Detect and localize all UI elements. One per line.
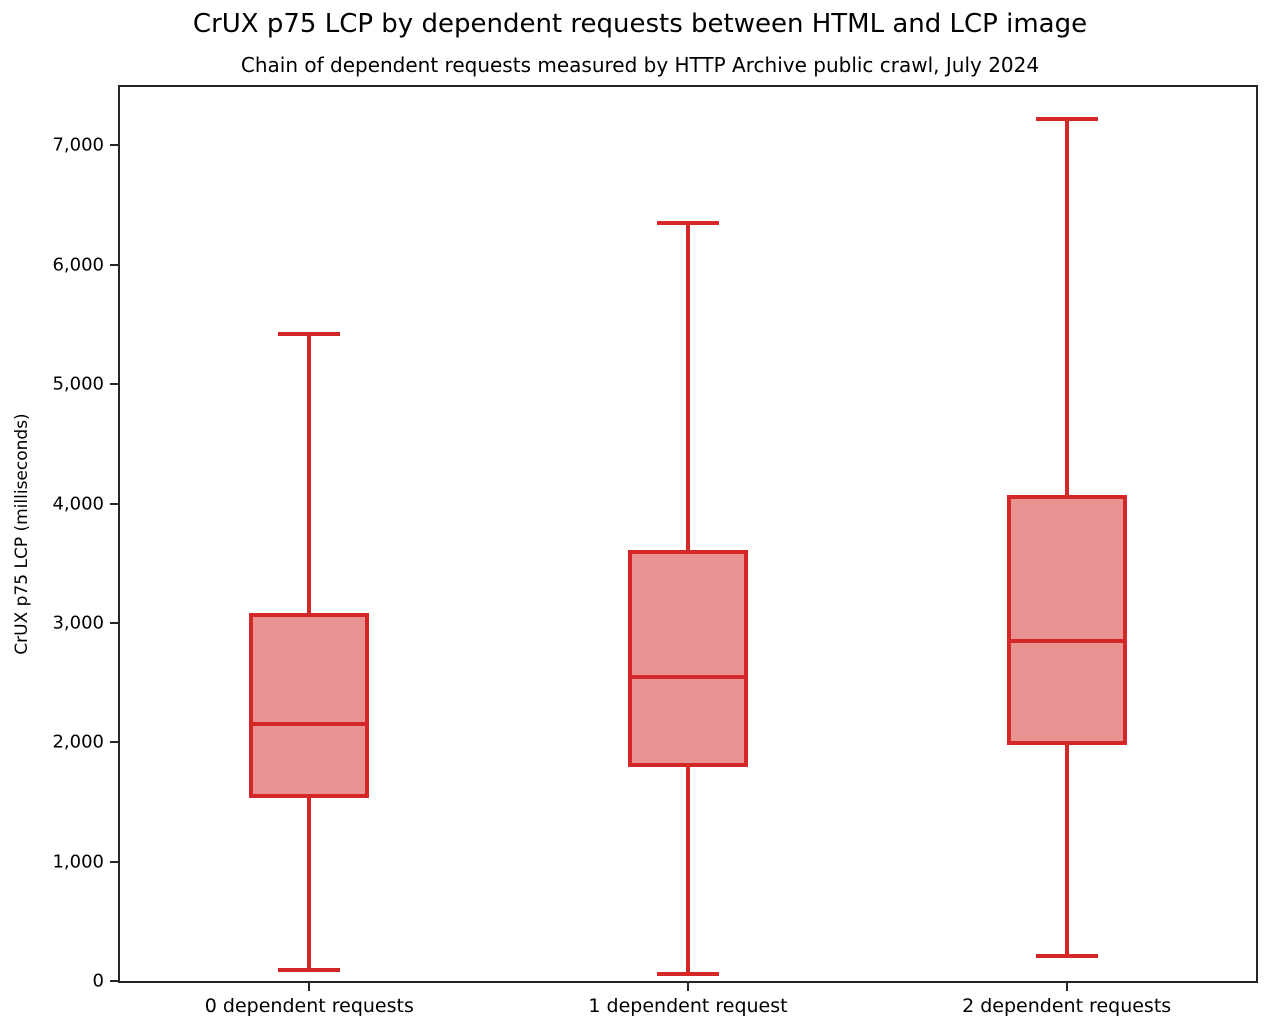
y-tick-mark [110, 502, 118, 505]
whisker-upper-cap [657, 221, 719, 226]
y-tick-mark [110, 741, 118, 744]
iqr-box [249, 613, 370, 799]
y-tick-label: 2,000 [52, 731, 104, 753]
x-tick-mark [1065, 983, 1068, 991]
whisker-lower-line [686, 767, 690, 974]
whisker-lower-cap [1035, 953, 1098, 958]
median-line [1006, 638, 1127, 643]
chart-title: CrUX p75 LCP by dependent requests betwe… [192, 9, 1088, 39]
y-tick-mark [110, 621, 118, 624]
whisker-upper-cap [1035, 117, 1098, 122]
whisker-lower-line [307, 798, 312, 971]
y-axis-label: CrUX p75 LCP (milliseconds) [12, 413, 32, 655]
whisker-lower-cap [657, 971, 719, 976]
whisker-lower-line [1064, 744, 1069, 956]
x-tick-label: 0 dependent requests [204, 995, 414, 1017]
x-tick-label: 1 dependent request [588, 995, 788, 1017]
whisker-upper-line [686, 223, 690, 551]
whisker-upper-cap [278, 332, 341, 337]
plot-area [118, 85, 1258, 983]
y-tick-label: 3,000 [52, 612, 104, 634]
y-tick-mark [110, 980, 118, 982]
median-line [628, 674, 748, 679]
y-tick-mark [110, 263, 118, 266]
iqr-box [1006, 495, 1127, 745]
chart-subtitle: Chain of dependent requests measured by … [240, 53, 1040, 77]
y-tick-label: 4,000 [52, 493, 104, 515]
y-tick-label: 7,000 [52, 134, 104, 156]
y-tick-mark [110, 144, 118, 147]
x-tick-label: 2 dependent requests [962, 995, 1172, 1017]
whisker-lower-cap [278, 968, 341, 973]
whisker-upper-line [1064, 119, 1069, 496]
iqr-box [628, 550, 748, 768]
y-tick-label: 5,000 [52, 373, 104, 395]
x-tick-mark [687, 983, 689, 991]
x-tick-mark [308, 983, 311, 991]
median-line [249, 722, 370, 727]
y-tick-mark [110, 860, 118, 863]
y-tick-label: 1,000 [52, 851, 104, 873]
y-tick-label: 0 [92, 970, 104, 992]
whisker-upper-line [307, 334, 312, 614]
y-tick-mark [110, 383, 118, 386]
y-tick-label: 6,000 [52, 254, 104, 276]
